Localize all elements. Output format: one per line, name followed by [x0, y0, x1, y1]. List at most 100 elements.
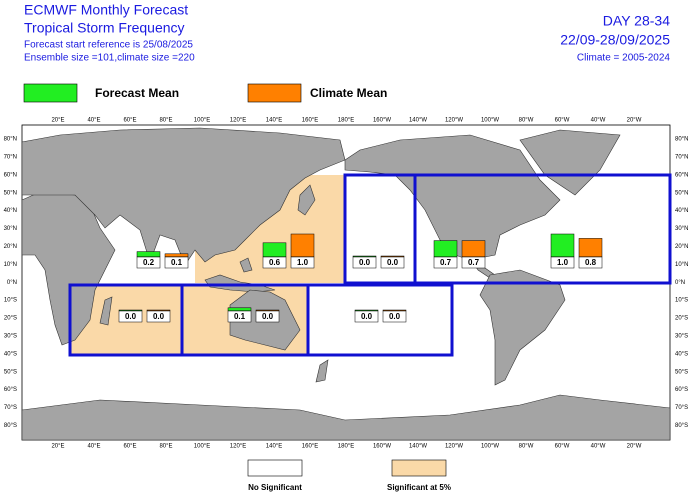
lon-label: 20°W [627, 118, 642, 124]
lat-label: 70°N [4, 154, 17, 160]
lon-label: 160°E [302, 444, 318, 450]
lat-label: 60°N [675, 172, 688, 178]
lat-label: 50°S [4, 369, 17, 375]
value-label: 0.7 [440, 258, 452, 267]
lon-label: 40°E [87, 444, 100, 450]
lat-label: 80°N [4, 137, 17, 143]
forecast-bar [262, 242, 287, 258]
climate-period: Climate = 2005-2024 [577, 53, 671, 64]
lat-label: 20°N [675, 244, 688, 250]
value-label: 0.1 [234, 312, 246, 321]
lon-label: 100°W [481, 444, 499, 450]
lat-label: 70°S [675, 405, 688, 411]
value-box [382, 310, 407, 323]
lat-label: 50°N [675, 190, 688, 196]
lat-label: 30°S [4, 333, 17, 339]
lon-label: 20°E [51, 444, 64, 450]
lat-label: 30°N [4, 226, 17, 232]
climate-bar [461, 240, 486, 258]
dates: 22/09-28/09/2025 [560, 32, 670, 48]
value-box [578, 256, 603, 269]
lon-label: 120°E [230, 444, 246, 450]
lon-label: 20°E [51, 118, 64, 124]
lat-label: 10°S [675, 298, 688, 304]
forecast-bar [433, 240, 458, 258]
value-label: 0.0 [359, 258, 371, 267]
value-label: 0.0 [389, 312, 401, 321]
lat-label: 10°N [4, 262, 17, 268]
value-label: 0.0 [153, 312, 165, 321]
lon-label: 80°E [159, 118, 172, 124]
value-box [164, 256, 189, 269]
forecast-bar [354, 309, 379, 312]
legend-swatch [23, 83, 78, 103]
legend-label: Forecast Mean [95, 86, 179, 100]
lon-label: 140°W [409, 444, 427, 450]
info-line: Ensemble size =101,climate size =220 [24, 53, 195, 64]
title: ECMWF Monthly Forecast [24, 2, 188, 18]
land [21, 127, 671, 441]
region-box [306, 283, 454, 357]
info-line: Forecast start reference is 25/08/2025 [24, 40, 193, 51]
lon-label: 140°E [266, 118, 282, 124]
lat-label: 30°S [675, 333, 688, 339]
value-label: 1.0 [297, 258, 309, 267]
lon-label: 160°W [373, 444, 391, 450]
lon-label: 120°W [445, 118, 463, 124]
lon-label: 80°W [519, 444, 534, 450]
lat-label: 50°S [675, 369, 688, 375]
forecast-bar [352, 255, 377, 258]
value-label: 0.2 [143, 258, 155, 267]
region-box [413, 173, 672, 285]
forecast-bar [118, 309, 143, 312]
lon-label: 60°E [123, 118, 136, 124]
value-box [380, 256, 405, 269]
value-box [227, 310, 252, 323]
value-box [461, 256, 486, 269]
lat-label: 70°S [4, 405, 17, 411]
value-box [118, 310, 143, 323]
value-box [262, 256, 287, 269]
lon-label: 160°E [302, 118, 318, 124]
value-label: 0.0 [361, 312, 373, 321]
lat-label: 50°N [4, 190, 17, 196]
value-box [255, 310, 280, 323]
forecast-bar [550, 233, 575, 258]
value-label: 0.7 [468, 258, 480, 267]
value-label: 0.0 [387, 258, 399, 267]
lon-label: 40°W [591, 444, 606, 450]
climate-bar [578, 238, 603, 258]
lat-label: 40°N [675, 208, 688, 214]
value-box [146, 310, 171, 323]
lat-label: 10°N [675, 262, 688, 268]
lat-label: 60°S [4, 387, 17, 393]
lat-label: 80°N [675, 137, 688, 143]
lon-label: 20°W [627, 444, 642, 450]
lon-label: 120°E [230, 118, 246, 124]
climate-bar [382, 309, 407, 312]
lat-label: 10°S [4, 298, 17, 304]
value-label: 0.0 [125, 312, 137, 321]
lat-label: 0°N [675, 280, 685, 286]
forecast-bar [136, 251, 161, 258]
legend-swatch [391, 459, 447, 477]
lon-label: 80°E [159, 444, 172, 450]
lon-label: 60°W [555, 118, 570, 124]
lon-label: 140°E [266, 444, 282, 450]
climate-bar [290, 233, 315, 258]
lon-label: 180°E [338, 444, 354, 450]
value-label: 0.8 [585, 258, 597, 267]
value-label: 0.0 [262, 312, 274, 321]
lat-label: 80°S [675, 423, 688, 429]
period: DAY 28-34 [603, 13, 670, 29]
climate-bar [146, 309, 171, 312]
lon-label: 60°E [123, 444, 136, 450]
lat-label: 70°N [675, 154, 688, 160]
lat-label: 40°N [4, 208, 17, 214]
lat-label: 40°S [675, 351, 688, 357]
lon-label: 60°W [555, 444, 570, 450]
value-box [354, 310, 379, 323]
legend-label: Climate Mean [310, 86, 387, 100]
climate-bar [164, 253, 189, 258]
